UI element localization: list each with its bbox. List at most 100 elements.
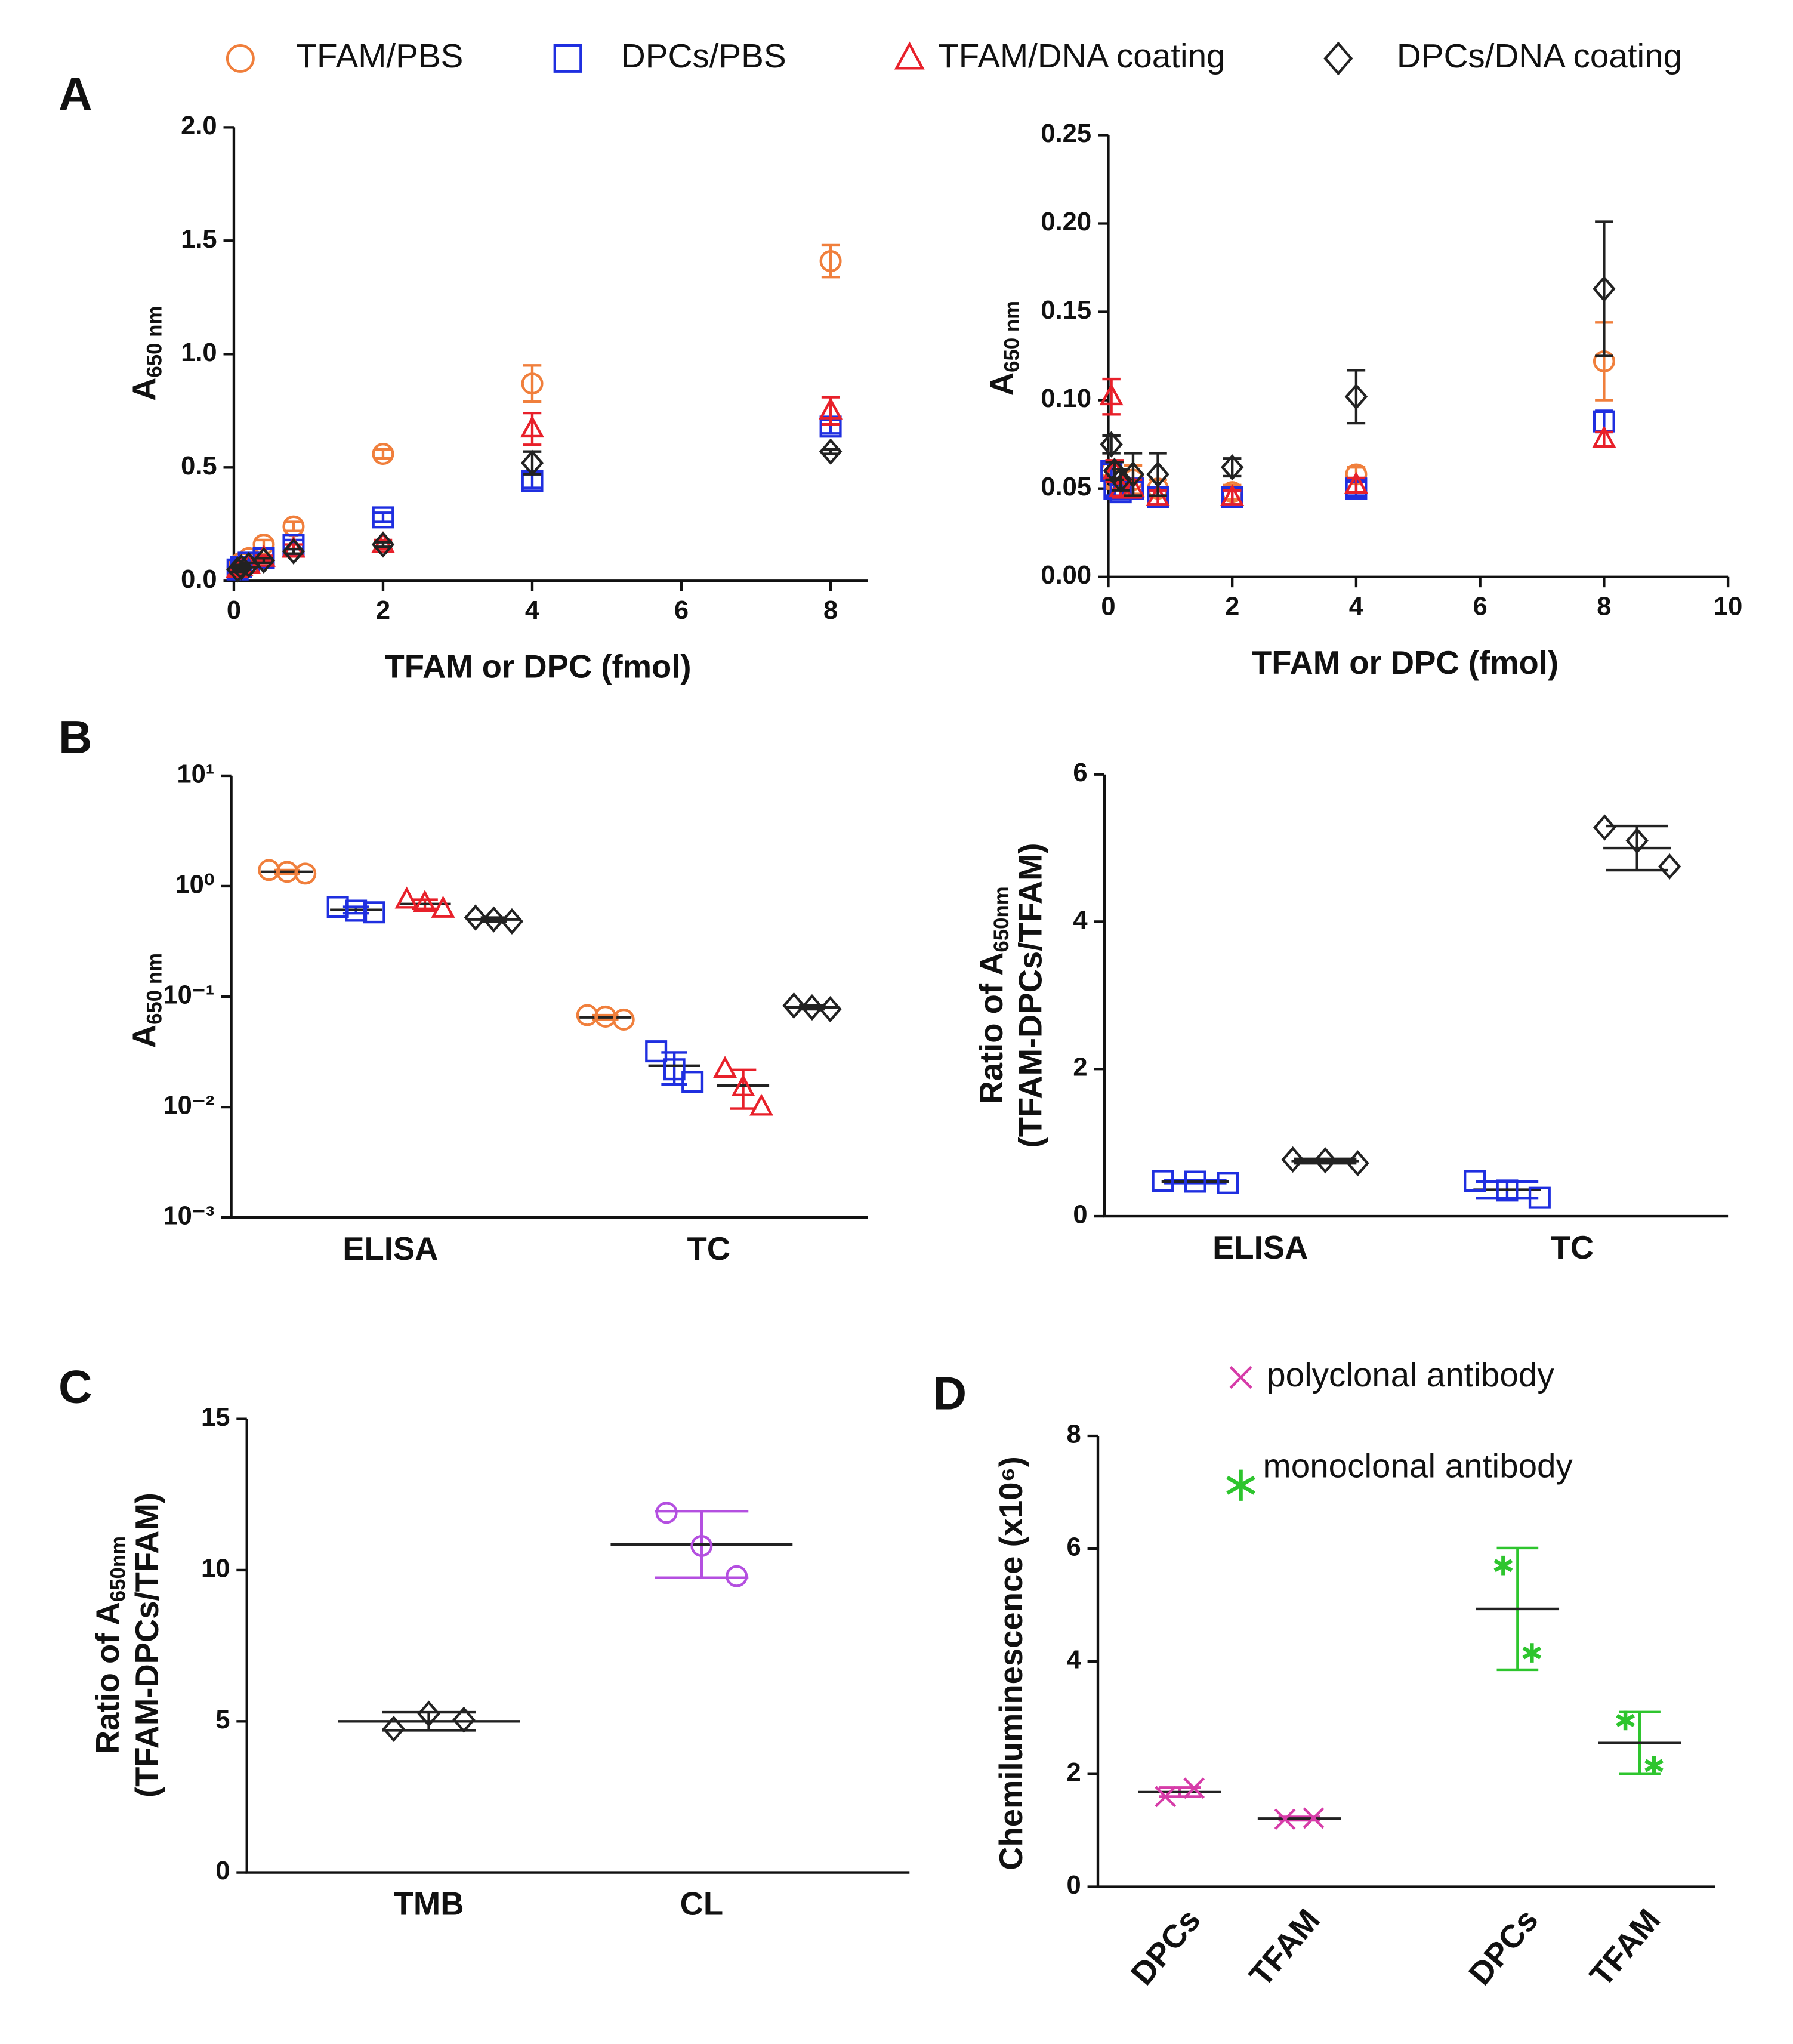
y-tick-label: 6 [1066, 1533, 1081, 1561]
y-axis-title: Chemiluminescence (x10⁶) [993, 1456, 1029, 1870]
x-tick-label: 2 [376, 596, 390, 625]
marker [819, 438, 843, 465]
axis-line [245, 1419, 910, 1874]
y-tick-label: 15 [201, 1403, 230, 1432]
marker [1616, 1710, 1635, 1731]
marker [1522, 1643, 1542, 1663]
x-tick-label: 8 [1597, 593, 1611, 621]
marker [1644, 1756, 1664, 1775]
axis-line [1107, 135, 1729, 578]
marker [1593, 350, 1615, 372]
marker [452, 1706, 476, 1733]
marker [1625, 827, 1649, 854]
y-tick-label: 0.15 [1041, 296, 1091, 325]
marker [1155, 1786, 1177, 1808]
panel-letter: A [58, 67, 92, 120]
x-tick-label: 0 [227, 596, 241, 625]
marker [1100, 431, 1123, 458]
panel-letter: C [58, 1360, 92, 1413]
marker [1346, 1150, 1369, 1177]
marker [1344, 383, 1368, 410]
legend-marker [894, 41, 925, 70]
marker [749, 1093, 774, 1116]
y-axis-title-sub: 650 nm [143, 953, 166, 1025]
marker [819, 250, 842, 273]
y-tick-label: 0 [215, 1857, 230, 1885]
y-axis-title-line2: (TFAM-DPCs/TFAM) [1013, 843, 1049, 1148]
marker [1152, 1170, 1174, 1192]
x-tick-label: TFAM [1242, 1902, 1327, 1993]
y-axis-title-sub: 650 nm [143, 306, 166, 378]
marker [726, 1565, 748, 1587]
marker [819, 995, 842, 1023]
error-bar [523, 473, 542, 489]
error-bar [1223, 457, 1242, 478]
marker [372, 506, 394, 529]
axis-line [1096, 1435, 1715, 1888]
error-bar [821, 448, 840, 455]
marker [1463, 1170, 1486, 1192]
y-tick-label: 10⁻³ [163, 1202, 214, 1231]
x-tick-label: DPCs [1124, 1902, 1207, 1991]
panel-letter: D [933, 1367, 967, 1419]
y-axis-title-line2: (TFAM-DPCs/TFAM) [129, 1493, 165, 1798]
error-bar [1595, 220, 1613, 357]
y-tick-label: 0.05 [1041, 473, 1091, 501]
y-tick-label: 8 [1066, 1420, 1081, 1448]
marker [1183, 1777, 1205, 1799]
marker [612, 1008, 635, 1031]
x-tick-label: TMB [394, 1886, 464, 1922]
error-bar [523, 364, 542, 403]
marker [382, 1715, 406, 1743]
legend-label: monoclonal antibody [1263, 1447, 1573, 1484]
y-tick-label: 0.25 [1041, 119, 1091, 148]
y-tick-label: 2.0 [181, 112, 217, 140]
x-tick-label: 0 [1101, 593, 1115, 621]
y-tick-label: 0.5 [181, 452, 217, 480]
marker [252, 547, 276, 574]
marker [782, 992, 806, 1019]
marker [1121, 461, 1145, 488]
x-tick-label: 8 [823, 596, 838, 625]
y-axis-title-sub: 650nm [107, 1536, 130, 1602]
marker [1147, 486, 1169, 509]
error-bar [1102, 434, 1121, 455]
x-tick-label: 4 [1349, 593, 1363, 621]
y-axis-title: A650 nm [126, 306, 166, 401]
marker [413, 890, 437, 912]
marker [394, 886, 419, 909]
error-bar [284, 520, 303, 532]
y-tick-label: 5 [215, 1706, 230, 1734]
marker [1593, 275, 1616, 303]
marker [282, 538, 305, 565]
marker [521, 372, 544, 395]
marker [1496, 1179, 1519, 1202]
y-tick-label: 4 [1073, 906, 1087, 935]
y-axis-title-main: Ratio of A [90, 1602, 126, 1754]
marker [464, 904, 487, 931]
y-axis-title: Ratio of A650nm [973, 886, 1013, 1104]
marker [1109, 466, 1132, 493]
marker [1217, 1171, 1239, 1195]
y-tick-label: 0.20 [1041, 208, 1091, 236]
marker [655, 1502, 678, 1524]
y-tick-label: 2 [1073, 1053, 1087, 1082]
marker [294, 862, 317, 885]
x-tick-label: 6 [674, 596, 689, 625]
x-tick-label: CL [680, 1886, 724, 1922]
marker [731, 1074, 755, 1096]
error-bar [374, 448, 393, 460]
marker [1220, 483, 1245, 506]
error-bar [1124, 452, 1143, 497]
x-axis-title: TFAM or DPC (fmol) [1252, 645, 1559, 681]
error-bar [1347, 369, 1366, 425]
y-axis-title: A650 nm [984, 301, 1024, 396]
marker [1313, 1147, 1337, 1174]
x-tick-label: DPCs [1462, 1902, 1545, 1991]
error-bar [374, 511, 393, 523]
marker [1303, 1807, 1325, 1829]
marker [800, 994, 824, 1021]
y-axis-title: Ratio of A650nm [90, 1536, 129, 1754]
y-axis-title-main: A [126, 378, 162, 401]
